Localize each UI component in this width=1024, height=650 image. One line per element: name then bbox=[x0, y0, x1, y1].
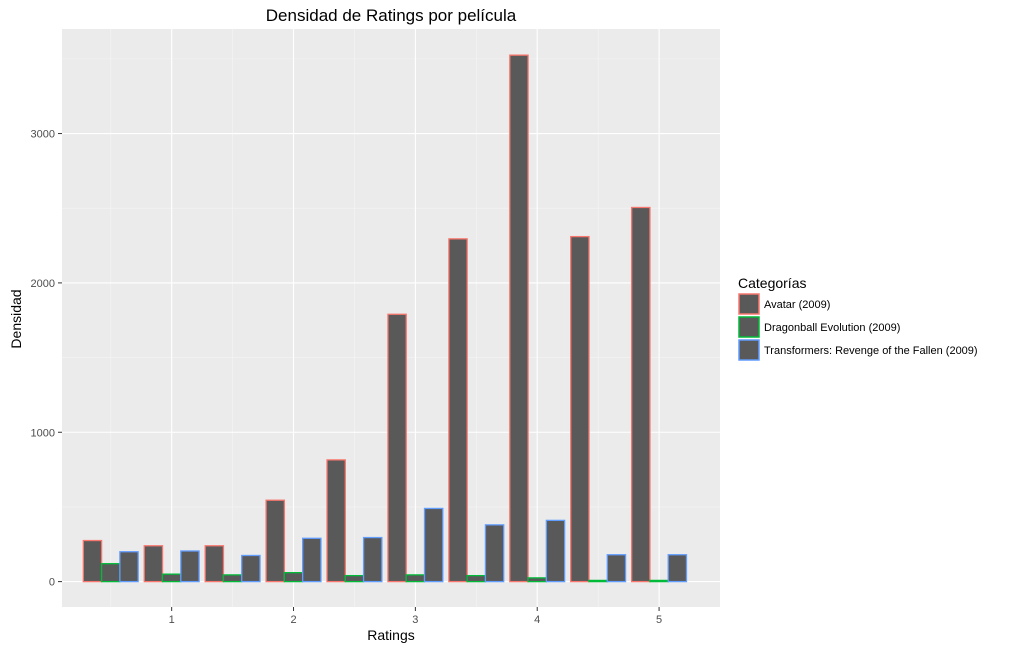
legend-label-1: Avatar (2009) bbox=[764, 299, 830, 311]
bar-2-rating-4.5 bbox=[588, 579, 608, 583]
bar-3-rating-5 bbox=[667, 554, 688, 583]
y-tick-label: 3000 bbox=[31, 129, 55, 141]
bar-3-rating-4 bbox=[545, 519, 566, 583]
y-axis-title: Densidad bbox=[8, 289, 24, 348]
bar-2-rating-3 bbox=[405, 574, 426, 583]
legend-key-2 bbox=[738, 316, 760, 338]
bar-3-rating-1 bbox=[180, 550, 200, 583]
bar-2-rating-2 bbox=[283, 571, 304, 583]
bar-1-rating-1 bbox=[143, 545, 164, 583]
chart-title: Densidad de Ratings por película bbox=[266, 6, 517, 25]
bar-1-rating-3.5 bbox=[448, 238, 468, 583]
bar-2-rating-4 bbox=[527, 577, 548, 583]
x-tick-label: 1 bbox=[169, 614, 175, 626]
bar-3-rating-4.5 bbox=[606, 554, 627, 583]
legend-items: Avatar (2009) Dragonball Evolution (2009)… bbox=[738, 293, 978, 361]
bar-1-rating-3 bbox=[387, 313, 407, 583]
legend-key-1 bbox=[738, 293, 760, 315]
y-axis-ticks: 0 1000 2000 3000 bbox=[31, 129, 62, 589]
bars bbox=[82, 54, 688, 583]
y-tick-label: 1000 bbox=[31, 427, 55, 439]
bar-1-rating-4.5 bbox=[570, 235, 590, 583]
bar-3-rating-2.5 bbox=[362, 536, 383, 583]
bar-3-rating-0.5 bbox=[119, 551, 139, 583]
bar-1-rating-1.5 bbox=[204, 545, 225, 583]
legend-title: Categorías bbox=[738, 275, 806, 291]
bar-2-rating-2.5 bbox=[344, 574, 365, 583]
x-tick-label: 5 bbox=[656, 614, 662, 626]
bar-2-rating-3.5 bbox=[466, 574, 487, 583]
bar-1-rating-5 bbox=[631, 206, 651, 583]
bar-2-rating-1.5 bbox=[222, 574, 243, 583]
legend-key-3 bbox=[738, 339, 760, 361]
y-tick-label: 0 bbox=[49, 577, 55, 589]
bar-2-rating-0.5 bbox=[100, 563, 121, 583]
bar-1-rating-0.5 bbox=[82, 539, 103, 583]
bar-3-rating-3.5 bbox=[484, 524, 505, 583]
x-axis-title: Ratings bbox=[367, 627, 414, 643]
x-tick-label: 2 bbox=[290, 614, 296, 626]
y-tick-label: 2000 bbox=[31, 278, 55, 290]
legend-label-2: Dragonball Evolution (2009) bbox=[764, 322, 900, 334]
bar-3-rating-2 bbox=[302, 537, 322, 583]
x-tick-label: 4 bbox=[534, 614, 540, 626]
bar-1-rating-2 bbox=[265, 499, 286, 583]
legend-label-3: Transformers: Revenge of the Fallen (200… bbox=[764, 345, 978, 357]
bar-2-rating-5 bbox=[649, 579, 669, 583]
x-axis-ticks: 1 2 3 4 5 bbox=[169, 607, 662, 626]
legend: Categorías Avatar (2009) Dragonball Evolu… bbox=[738, 275, 978, 361]
bar-2-rating-1 bbox=[161, 573, 182, 583]
bar-3-rating-1.5 bbox=[241, 554, 261, 583]
bar-1-rating-4 bbox=[509, 54, 529, 583]
bar-1-rating-2.5 bbox=[326, 459, 346, 583]
x-tick-label: 3 bbox=[412, 614, 418, 626]
bar-3-rating-3 bbox=[423, 507, 444, 583]
